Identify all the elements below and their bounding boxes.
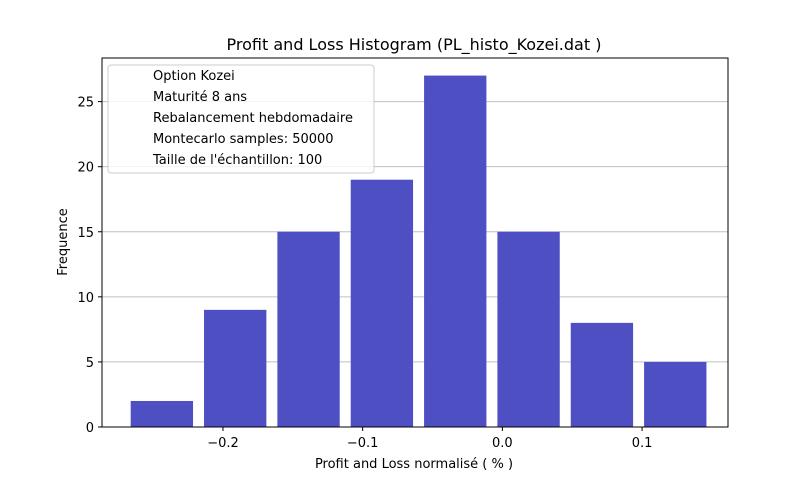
- y-tick-label-5: 25: [77, 96, 94, 111]
- x-tick-label-3: 0.1: [632, 436, 653, 451]
- y-tick-label-2: 10: [77, 291, 94, 306]
- x-axis-label: Profit and Loss normalisé ( % ): [315, 457, 513, 472]
- x-tick-label-1: −0.1: [347, 436, 379, 451]
- legend-entry-0: Option Kozei: [153, 69, 235, 84]
- legend: Option Kozei Maturité 8 ans Rebalancement …: [107, 64, 375, 174]
- x-tick-label-2: 0.0: [492, 436, 513, 451]
- histogram-bar-1: [204, 309, 267, 427]
- histogram-bar-0: [130, 400, 194, 427]
- y-tick-label-1: 5: [86, 356, 94, 371]
- y-tick-label-3: 15: [77, 226, 94, 241]
- histogram-bar-2: [277, 231, 340, 427]
- x-tick-label-0: −0.2: [207, 436, 239, 451]
- histogram-bar-6: [570, 322, 634, 427]
- x-axis-ticks: −0.2 −0.1 0.0 0.1: [207, 427, 652, 451]
- histogram-bar-3: [350, 179, 414, 427]
- y-axis-label: Frequence: [56, 208, 71, 275]
- histogram-bar-7: [644, 361, 707, 427]
- y-tick-label-4: 20: [77, 161, 94, 176]
- plot-frame: [101, 57, 729, 428]
- bars-layer: [130, 75, 707, 428]
- histogram-bar-4: [424, 75, 487, 428]
- legend-entry-1: Maturité 8 ans: [153, 90, 247, 105]
- y-axis-ticks: 0 5 10 15 20 25: [77, 96, 102, 436]
- legend-entry-4: Taille de l'échantillon: 100: [152, 153, 322, 168]
- legend-box: [107, 64, 375, 174]
- histogram-bar-5: [497, 231, 560, 427]
- y-tick-label-0: 0: [86, 421, 94, 436]
- legend-entry-2: Rebalancement hebdomadaire: [153, 111, 353, 126]
- chart-title: Profit and Loss Histogram (PL_histo_Koze…: [227, 35, 602, 55]
- legend-entry-3: Montecarlo samples: 50000: [153, 132, 334, 147]
